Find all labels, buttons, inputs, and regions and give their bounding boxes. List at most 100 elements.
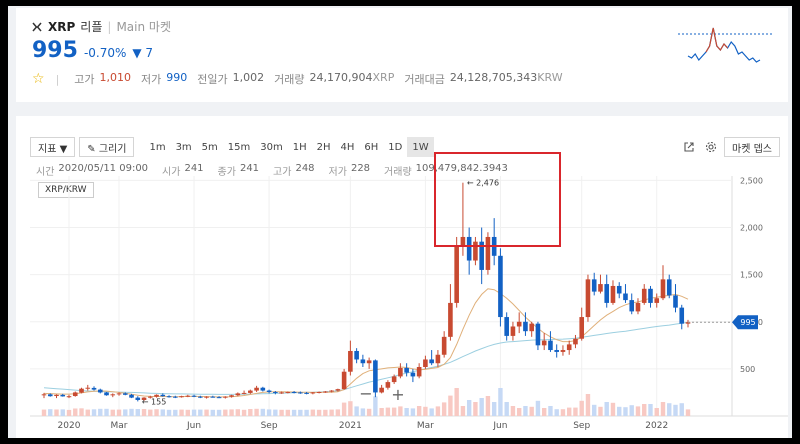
draw-button[interactable]: ✎ 그리기 (79, 137, 135, 157)
ohlc-volume-label: 거래량 (384, 167, 412, 178)
volume-bar (98, 408, 103, 416)
ohlc-time: 2020/05/11 09:00 (58, 163, 149, 174)
candle-body (341, 371, 347, 390)
candle-body (141, 397, 147, 400)
candle-body (60, 394, 66, 397)
candle-body (479, 241, 484, 270)
min-price-label: ← 155 (142, 397, 167, 406)
volume-bar (60, 409, 65, 416)
period-tab-1m[interactable]: 1m (149, 141, 166, 153)
candle-body (441, 336, 447, 355)
candle-body (110, 394, 116, 396)
zoom-in-icon[interactable]: + (391, 385, 404, 404)
volume-bar (548, 406, 553, 416)
volume-bar (48, 409, 53, 416)
period-tab-1w[interactable]: 1W (407, 137, 434, 157)
candle-body (623, 293, 628, 301)
candle-body (173, 396, 178, 398)
volume-bar (454, 388, 459, 416)
change-amount: ▼ 7 (132, 46, 154, 60)
candle-body (610, 285, 616, 303)
candle-body (97, 389, 103, 393)
zoom-out-icon[interactable]: − (359, 384, 372, 403)
candle-body (254, 387, 259, 391)
coin-title: XRP 리플 | Main 마켓 (32, 18, 171, 35)
volume-bar (685, 409, 691, 416)
period-tab-2h[interactable]: 2H (316, 141, 331, 153)
ma-short-line (43, 288, 689, 398)
candle-body (166, 396, 172, 398)
candle-body (435, 354, 441, 364)
change-rate: -0.70% (83, 46, 127, 60)
volume-bar (354, 406, 359, 416)
period-tab-1d[interactable]: 1D (388, 141, 403, 153)
candle-body (310, 392, 316, 394)
volume-bar (341, 402, 347, 416)
volume-bar (79, 408, 84, 416)
candle-body (404, 367, 409, 373)
volume-bar (660, 402, 666, 416)
y-tick-label: 2,500 (740, 176, 763, 185)
period-tab-6h[interactable]: 6H (364, 141, 379, 153)
volume-bar (498, 388, 503, 416)
export-icon[interactable] (680, 138, 698, 156)
candle-body (354, 350, 359, 360)
volume-bar (673, 404, 678, 416)
candle-body (160, 394, 166, 397)
candle-body (516, 321, 522, 327)
favorite-star-icon[interactable]: ☆ (32, 71, 45, 87)
volume-bar (216, 409, 222, 416)
max-price-label: ← 2,476 (467, 179, 499, 188)
stats-list: 고가 1,010 저가 990 전일가 1,002 거래량 24,170,904 XRP 거래대금… (64, 71, 562, 87)
volume-bar (316, 409, 322, 416)
volume-bar (254, 408, 259, 416)
volume-bar (629, 405, 634, 416)
market-label: Main 마켓 (116, 20, 171, 34)
volume-bar (523, 406, 528, 416)
candle-body (604, 284, 610, 303)
volume-bar (41, 409, 47, 416)
candle-body (260, 387, 266, 391)
candle-body (504, 317, 509, 336)
period-tab-15m[interactable]: 15m (227, 141, 251, 153)
candle-body (298, 392, 303, 394)
period-tab-1h[interactable]: 1H (292, 141, 307, 153)
volume-bar (379, 408, 384, 416)
candle-body (398, 367, 403, 377)
volume-bar (129, 408, 134, 416)
y-tick-label: 1,500 (740, 271, 763, 280)
period-tab-30m[interactable]: 30m (260, 141, 283, 153)
volume-bar (579, 400, 584, 416)
volume-bar (554, 409, 559, 416)
volume-bar (623, 407, 628, 416)
volume-bar (610, 402, 616, 416)
ticker-stats: ☆ | 고가 1,010 저가 990 전일가 1,002 거래량 24,170,904 XRP… (32, 71, 563, 87)
chart-panel: 지표 ▼ ✎ 그리기 1m 3m 5m 15m 30m 1H 2H 4H 6H 1D 1W 마켓 뎁… (16, 116, 788, 438)
pair-label: XRP/KRW (38, 182, 94, 198)
title-divider: | (107, 19, 112, 34)
candlestick-chart[interactable]: 2,5002,0001,5001,0005002020MarJunSep2021… (16, 116, 788, 438)
volume-bar (66, 409, 72, 416)
candle-body (229, 395, 234, 397)
candle-body (47, 394, 53, 397)
volume-bar (448, 395, 453, 416)
candle-body (291, 391, 297, 393)
volume-bar (135, 409, 140, 416)
candle-body (79, 388, 84, 393)
x-tick-label: Mar (417, 421, 434, 431)
volume-bar (110, 409, 115, 416)
volume-bar (235, 409, 241, 416)
volume-bar (223, 409, 228, 416)
candle-body (641, 288, 647, 303)
volume-bar (91, 409, 97, 416)
settings-gear-icon[interactable] (702, 138, 720, 156)
candle-body (535, 323, 541, 346)
indicator-button[interactable]: 지표 ▼ (30, 137, 76, 157)
period-tab-4h[interactable]: 4H (340, 141, 355, 153)
volume-bar (416, 406, 422, 416)
stat-label: 고가 (74, 73, 95, 86)
volume-bar (229, 409, 234, 416)
period-tab-5m[interactable]: 5m (201, 141, 218, 153)
period-tab-3m[interactable]: 3m (175, 141, 192, 153)
market-depth-button[interactable]: 마켓 뎁스 (724, 137, 780, 157)
